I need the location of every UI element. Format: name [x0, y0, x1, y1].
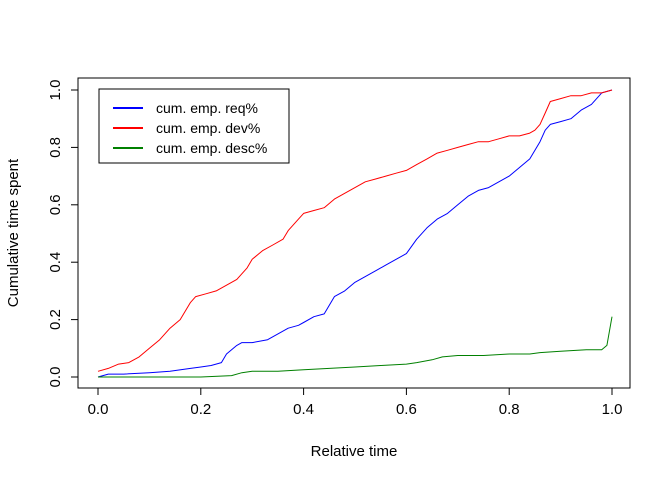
y-tick-label: 1.0 [47, 80, 64, 101]
x-tick-label: 0.0 [88, 401, 109, 418]
x-axis-label: Relative time [311, 443, 398, 460]
plot-lines [97, 89, 613, 378]
legend-item-dev: cum. emp. dev% [113, 120, 260, 136]
legend-box [98, 88, 290, 164]
x-tick-label: 0.6 [396, 401, 417, 418]
legend-item-req: cum. emp. req% [113, 100, 258, 116]
y-tick-label: 0.8 [47, 137, 64, 158]
x-tick-label: 0.4 [293, 401, 314, 418]
y-axis-label: Cumulative time spent [5, 158, 22, 307]
x-axis: 0.0 0.2 0.4 0.6 0.8 1.0 [88, 387, 623, 418]
legend-label-desc: cum. emp. desc% [156, 140, 267, 156]
legend-label-req: cum. emp. req% [156, 100, 258, 116]
legend-label-dev: cum. emp. dev% [156, 120, 260, 136]
series-line-1 [97, 89, 613, 372]
legend-item-desc: cum. emp. desc% [113, 140, 267, 156]
y-tick-label: 0.6 [47, 194, 64, 215]
y-tick-label: 0.4 [47, 252, 64, 273]
series-line-2 [98, 316, 613, 378]
legend: cum. emp. req% cum. emp. dev% cum. emp. … [98, 88, 290, 164]
series-line-0 [97, 89, 613, 378]
y-axis: 0.0 0.2 0.4 0.6 0.8 1.0 [47, 80, 79, 388]
x-tick-label: 0.8 [499, 401, 520, 418]
x-tick-label: 1.0 [602, 401, 623, 418]
y-tick-label: 0.0 [47, 367, 64, 388]
y-tick-label: 0.2 [47, 309, 64, 330]
x-tick-label: 0.2 [190, 401, 211, 418]
